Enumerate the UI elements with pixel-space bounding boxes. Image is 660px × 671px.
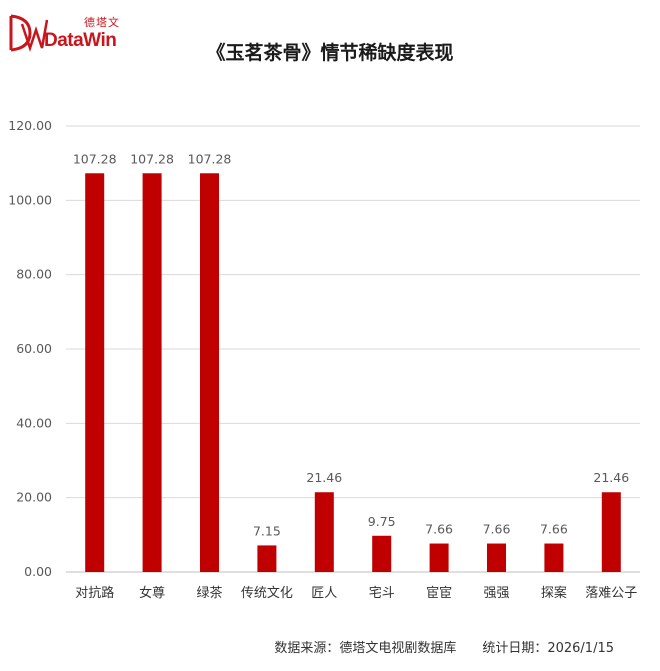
data-label: 21.46 xyxy=(593,470,629,485)
y-tick-label: 60.00 xyxy=(16,341,52,356)
bar xyxy=(314,492,334,572)
bar xyxy=(487,543,506,572)
x-axis: 对抗路 女尊 绿茶 传统文化 匠人 宅斗 宦宦 强强 探案 落难公子 xyxy=(75,585,637,601)
data-label: 7.66 xyxy=(425,522,453,537)
data-label: 21.46 xyxy=(306,470,342,485)
x-category-label: 强强 xyxy=(483,586,509,601)
x-category-label: 宦宦 xyxy=(426,585,452,601)
x-category-label: 绿茶 xyxy=(196,585,222,601)
x-category-label: 宅斗 xyxy=(369,586,395,601)
bar xyxy=(200,173,219,572)
data-label: 7.66 xyxy=(483,522,511,537)
bar xyxy=(142,173,162,572)
x-category-label: 女尊 xyxy=(139,585,165,601)
data-label: 7.66 xyxy=(540,522,568,537)
x-category-label: 对抗路 xyxy=(75,585,114,601)
data-label: 107.28 xyxy=(188,151,232,166)
x-category-label: 匠人 xyxy=(311,586,337,601)
bar xyxy=(601,492,621,572)
logo-en-text: DataWin xyxy=(44,30,117,51)
x-category-label: 落难公子 xyxy=(585,586,637,601)
datawin-logo-mark-icon xyxy=(9,14,48,52)
y-tick-label: 100.00 xyxy=(8,192,52,207)
data-label: 107.28 xyxy=(130,151,174,166)
data-label: 7.15 xyxy=(253,523,281,538)
bar-chart: 0.00 20.00 40.00 60.00 80.00 100.00 120.00 107… xyxy=(8,118,640,601)
bar xyxy=(372,535,392,572)
datawin-logo: 德塔文 DataWin xyxy=(8,10,128,55)
x-category-label: 传统文化 xyxy=(241,586,293,601)
stat-date-text: 统计日期：2026/1/15 xyxy=(482,641,614,656)
chart-title: 《玉茗茶骨》情节稀缺度表现 xyxy=(206,42,454,64)
data-source-text: 数据来源：德塔文电视剧数据库 xyxy=(274,641,457,656)
bar xyxy=(544,543,564,572)
y-tick-label: 0.00 xyxy=(24,564,52,579)
x-category-label: 探案 xyxy=(541,586,567,601)
data-label: 9.75 xyxy=(368,514,396,529)
y-axis: 0.00 20.00 40.00 60.00 80.00 100.00 120.00 xyxy=(8,118,52,579)
value-labels: 107.28 107.28 107.28 7.15 21.46 9.75 7.66 7.66 7… xyxy=(73,151,629,538)
bar xyxy=(429,543,449,572)
y-tick-label: 20.00 xyxy=(16,490,52,505)
logo-cn-text: 德塔文 xyxy=(84,16,120,29)
bar xyxy=(257,545,277,572)
y-tick-label: 80.00 xyxy=(16,267,52,282)
y-tick-label: 120.00 xyxy=(8,118,52,133)
bar xyxy=(85,173,105,572)
source-footer: 数据来源：德塔文电视剧数据库 统计日期：2026/1/15 xyxy=(0,637,614,656)
gridlines xyxy=(66,125,640,573)
bars xyxy=(85,173,621,572)
data-label: 107.28 xyxy=(73,151,117,166)
y-tick-label: 40.00 xyxy=(16,415,52,430)
